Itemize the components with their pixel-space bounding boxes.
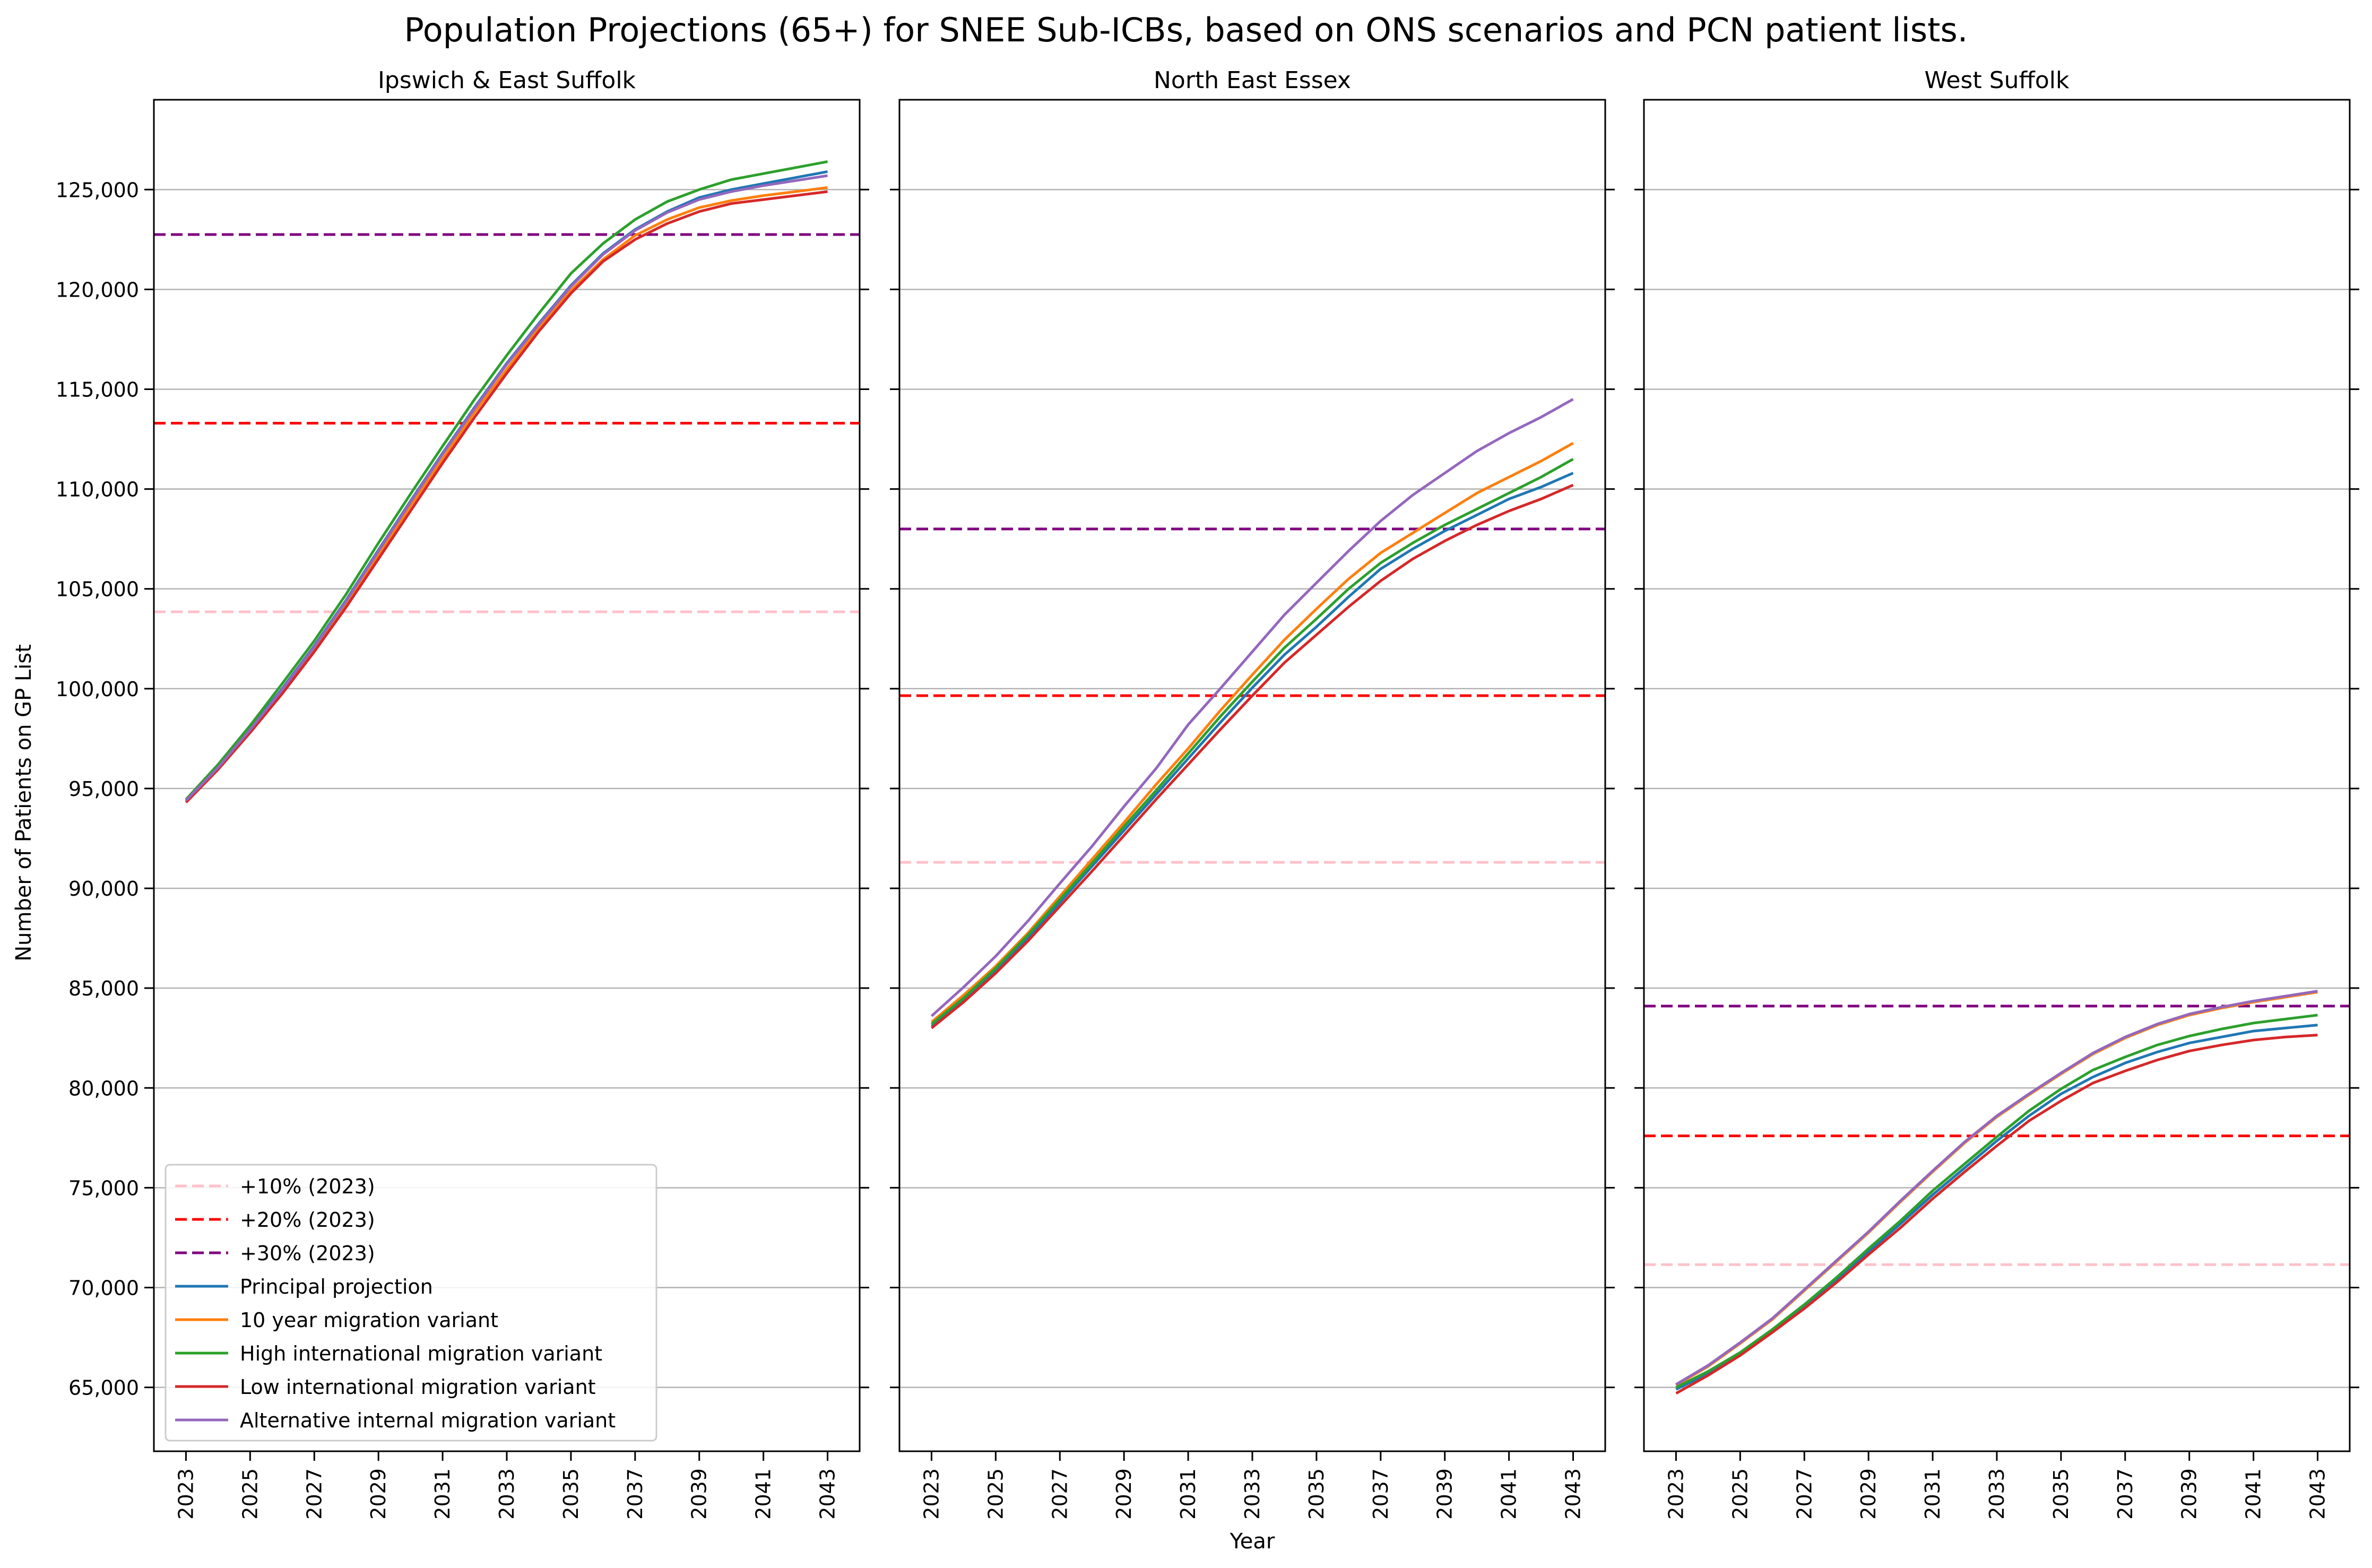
y-tick-label: 105,000 (56, 578, 139, 601)
x-tick-label: 2025 (984, 1468, 1007, 1520)
series-line-high (1675, 1013, 2318, 1389)
x-tick-label: 2033 (1241, 1468, 1264, 1520)
panel-3: 2023 2025 2027 2029 2031 2033 2035 2037 2039 2041… (1634, 67, 2359, 1520)
x-tick-label: 2031 (431, 1468, 454, 1520)
x-axis-label: Year (1230, 1529, 1275, 1554)
legend-label: 10 year migration variant (240, 1309, 498, 1332)
x-tick-label: 2043 (1562, 1468, 1585, 1520)
x-tick-label: 2041 (752, 1468, 775, 1520)
y-tick-label: 125,000 (56, 178, 139, 202)
plot-frame (898, 99, 1606, 1452)
plot-frame (1643, 99, 2351, 1452)
series-line-ten-year (930, 441, 1574, 1024)
y-tick-label: 110,000 (56, 478, 139, 501)
x-tick-label: 2033 (1985, 1468, 2009, 1520)
x-tick-label: 2025 (1728, 1468, 1752, 1520)
x-tick-label: 2027 (1793, 1468, 1816, 1520)
series-line-high (185, 160, 828, 801)
legend-label: High international migration variant (240, 1342, 602, 1365)
legend-box (165, 1164, 657, 1442)
x-tick-label: 2039 (2178, 1468, 2201, 1520)
series-line-alt (930, 398, 1574, 1017)
x-tick-label: 2041 (2242, 1468, 2265, 1520)
y-tick-label: 90,000 (68, 877, 139, 900)
legend-label: Principal projection (240, 1275, 433, 1298)
series-line-ten-year (1675, 991, 2318, 1387)
series-line-high (930, 458, 1574, 1025)
x-tick-label: 2027 (1048, 1468, 1071, 1520)
x-tick-label: 2037 (1369, 1468, 1392, 1520)
y-tick-label: 100,000 (56, 678, 139, 701)
x-tick-label: 2031 (1176, 1468, 1200, 1520)
series-line-ten-year (185, 186, 828, 803)
x-tick-label: 2035 (2049, 1468, 2073, 1520)
y-axis-label: Number of Patients on GP List (12, 644, 36, 961)
y-tick-label: 95,000 (68, 777, 139, 801)
x-tick-label: 2035 (1305, 1468, 1328, 1520)
x-tick-label: 2031 (1921, 1468, 1944, 1520)
y-tick-label: 70,000 (68, 1277, 139, 1300)
legend-label: +20% (2023) (240, 1208, 375, 1232)
x-tick-label: 2027 (302, 1468, 326, 1520)
panel-2: 2023 2025 2027 2029 2031 2033 2035 2037 2039 2041… (890, 67, 1615, 1520)
x-tick-label: 2033 (495, 1468, 518, 1520)
panel-title: West Suffolk (1925, 67, 2070, 94)
series-line-low (1675, 1034, 2318, 1395)
x-tick-label: 2029 (367, 1468, 390, 1520)
panel-title: North East Essex (1154, 67, 1351, 94)
series-line-principal (185, 170, 828, 802)
x-tick-label: 2039 (688, 1468, 711, 1520)
x-tick-label: 2039 (1433, 1468, 1457, 1520)
y-tick-label: 65,000 (68, 1376, 139, 1400)
y-tick-label: 75,000 (68, 1176, 139, 1200)
series-line-low (185, 190, 828, 804)
series-line-principal (930, 472, 1574, 1027)
x-tick-label: 2037 (624, 1468, 647, 1520)
legend-label: Low international migration variant (240, 1375, 596, 1399)
legend: +10% (2023) +20% (2023) +30% (2023) Princip… (165, 1164, 657, 1442)
x-tick-label: 2029 (1857, 1468, 1880, 1520)
x-tick-label: 2023 (920, 1468, 943, 1520)
chart-title: Population Projections (65+) for SNEE Su… (404, 11, 1968, 49)
x-tick-label: 2023 (174, 1468, 197, 1520)
x-tick-label: 2043 (816, 1468, 839, 1520)
x-tick-label: 2041 (1497, 1468, 1521, 1520)
legend-label: +30% (2023) (240, 1242, 375, 1265)
panel-1: 65,000 70,000 75,000 80,000 85,000 90,000 95,0… (56, 67, 869, 1520)
x-tick-label: 2023 (1664, 1468, 1687, 1520)
series-line-alt (185, 174, 828, 802)
x-tick-label: 2025 (238, 1468, 262, 1520)
legend-label: Alternative internal migration variant (240, 1409, 616, 1432)
y-tick-label: 120,000 (56, 278, 139, 301)
x-tick-label: 2029 (1112, 1468, 1136, 1520)
x-tick-label: 2035 (559, 1468, 583, 1520)
series-line-principal (1675, 1024, 2318, 1391)
x-tick-label: 2043 (2306, 1468, 2330, 1520)
x-tick-label: 2037 (2114, 1468, 2137, 1520)
y-tick-label: 80,000 (68, 1077, 139, 1100)
series-line-alt (1675, 990, 2318, 1386)
legend-label: +10% (2023) (240, 1175, 375, 1198)
y-tick-label: 115,000 (56, 378, 139, 402)
panel-title: Ipswich & East Suffolk (378, 67, 636, 94)
y-tick-label: 85,000 (68, 977, 139, 1000)
series-line-low (930, 483, 1574, 1029)
